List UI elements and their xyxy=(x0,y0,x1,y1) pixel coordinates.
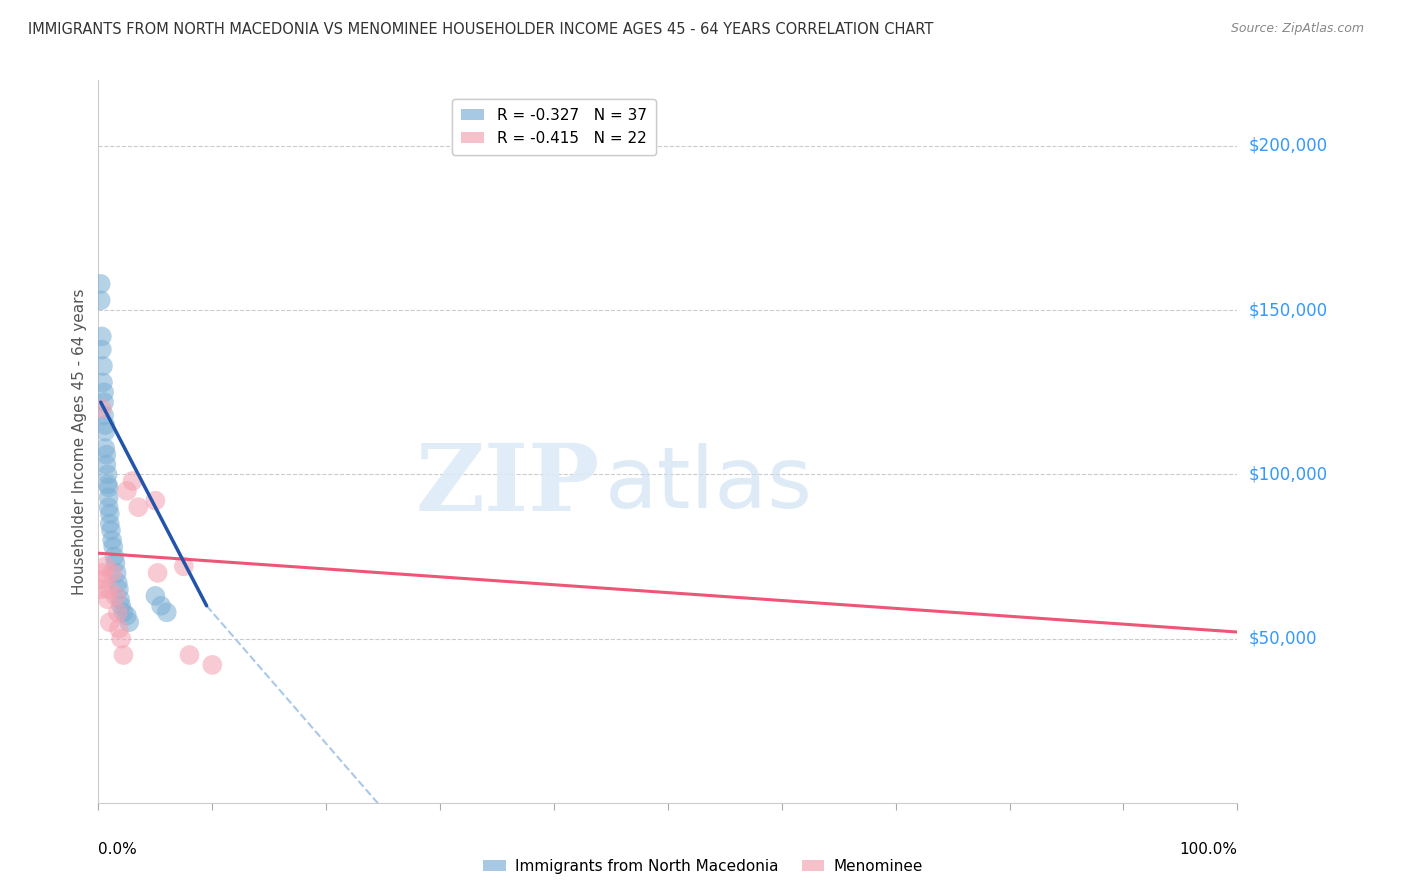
Point xyxy=(90,582,112,597)
Point xyxy=(156,605,179,619)
Point xyxy=(94,425,117,439)
Point xyxy=(90,277,112,291)
Text: ZIP: ZIP xyxy=(415,440,599,530)
Point xyxy=(96,477,118,491)
Point xyxy=(150,599,173,613)
Point xyxy=(104,589,127,603)
Point xyxy=(146,566,169,580)
Point xyxy=(173,559,195,574)
Point xyxy=(112,648,135,662)
Point xyxy=(103,549,125,564)
Point xyxy=(98,516,121,531)
Text: atlas: atlas xyxy=(605,443,813,526)
Point xyxy=(179,648,201,662)
Point xyxy=(97,491,120,505)
Point xyxy=(98,615,121,630)
Point xyxy=(108,592,131,607)
Point xyxy=(90,293,112,308)
Point xyxy=(91,359,114,373)
Text: 100.0%: 100.0% xyxy=(1180,842,1237,856)
Point xyxy=(93,409,115,423)
Point xyxy=(97,481,120,495)
Point xyxy=(91,566,114,580)
Y-axis label: Householder Income Ages 45 - 64 years: Householder Income Ages 45 - 64 years xyxy=(72,288,87,595)
Point xyxy=(93,385,115,400)
Point xyxy=(103,540,125,554)
Point xyxy=(93,395,115,409)
Point xyxy=(96,467,118,482)
Point xyxy=(121,474,143,488)
Point xyxy=(118,615,141,630)
Text: $200,000: $200,000 xyxy=(1249,137,1327,155)
Point xyxy=(97,582,120,597)
Point xyxy=(97,500,120,515)
Text: $50,000: $50,000 xyxy=(1249,630,1317,648)
Point xyxy=(94,441,117,455)
Point xyxy=(201,657,224,672)
Point xyxy=(90,343,112,357)
Legend: R = -0.327   N = 37, R = -0.415   N = 22: R = -0.327 N = 37, R = -0.415 N = 22 xyxy=(453,99,655,154)
Text: $100,000: $100,000 xyxy=(1249,466,1327,483)
Point xyxy=(90,329,112,343)
Text: 0.0%: 0.0% xyxy=(98,842,138,856)
Point xyxy=(110,632,132,646)
Legend: Immigrants from North Macedonia, Menominee: Immigrants from North Macedonia, Menomin… xyxy=(477,853,929,880)
Point xyxy=(115,483,138,498)
Point xyxy=(100,523,122,537)
Point xyxy=(112,605,135,619)
Text: Source: ZipAtlas.com: Source: ZipAtlas.com xyxy=(1230,22,1364,36)
Point xyxy=(145,493,167,508)
Point xyxy=(93,573,115,587)
Text: $150,000: $150,000 xyxy=(1249,301,1327,319)
Point xyxy=(91,376,114,390)
Point xyxy=(145,589,167,603)
Point xyxy=(127,500,149,515)
Point xyxy=(94,559,117,574)
Point xyxy=(104,556,127,570)
Point xyxy=(101,566,124,580)
Point xyxy=(94,418,117,433)
Point xyxy=(96,448,118,462)
Point xyxy=(96,458,118,472)
Point xyxy=(107,605,129,619)
Point xyxy=(96,592,118,607)
Point xyxy=(110,599,132,613)
Point xyxy=(107,575,129,590)
Point xyxy=(98,507,121,521)
Text: IMMIGRANTS FROM NORTH MACEDONIA VS MENOMINEE HOUSEHOLDER INCOME AGES 45 - 64 YEA: IMMIGRANTS FROM NORTH MACEDONIA VS MENOM… xyxy=(28,22,934,37)
Point xyxy=(108,622,131,636)
Point xyxy=(115,608,138,623)
Point xyxy=(90,401,112,416)
Point xyxy=(105,566,128,580)
Point xyxy=(101,533,124,547)
Point xyxy=(108,582,131,597)
